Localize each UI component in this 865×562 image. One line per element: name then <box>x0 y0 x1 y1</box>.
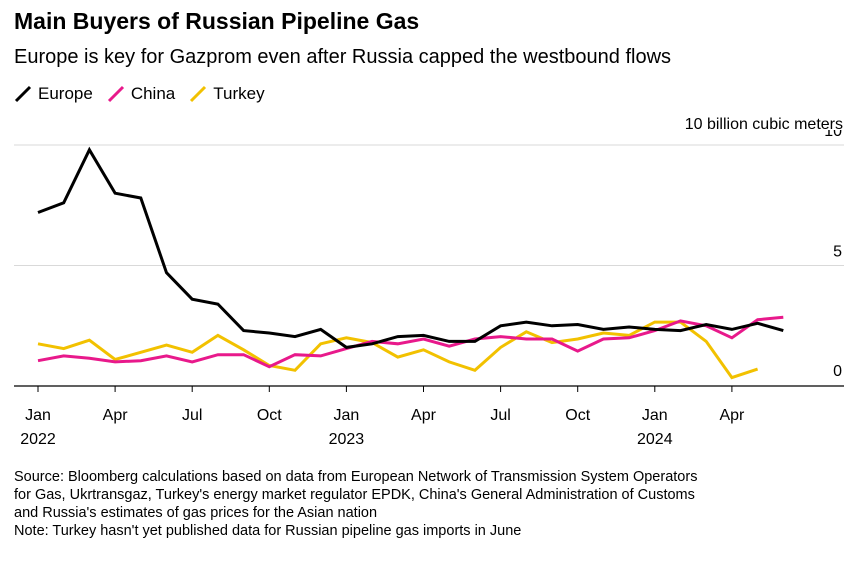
x-tick-label-2023-04: Apr <box>411 407 437 424</box>
y-tick-label-5: 5 <box>833 244 842 261</box>
series-line-china <box>37 315 784 369</box>
x-year-label-2024: 2024 <box>637 431 673 448</box>
series-line-turkey <box>37 320 759 380</box>
y-axis-unit-label: 10 billion cubic meters <box>684 116 843 133</box>
x-tick-label-2022-04: Apr <box>103 407 129 424</box>
legend-swatch-europe <box>14 85 32 103</box>
source-line-2: for Gas, Ukrtransgaz, Turkey's energy ma… <box>14 487 695 503</box>
legend-label-turkey: Turkey <box>213 84 265 103</box>
y-tick-label-0: 0 <box>833 363 842 380</box>
x-tick-label-2022-10: Oct <box>257 407 282 424</box>
chart-subtitle: Europe is key for Gazprom even after Rus… <box>14 46 672 68</box>
footer: Source: Bloomberg calculations based on … <box>14 468 854 540</box>
legend-label-china: China <box>130 84 176 103</box>
x-tick-label-2023-01: Jan <box>334 407 360 424</box>
legend-swatch-turkey <box>190 85 207 103</box>
chart-title: Main Buyers of Russian Pipeline Gas <box>14 8 420 34</box>
source-line-1: Source: Bloomberg calculations based on … <box>14 469 698 485</box>
legend-item-turkey: Turkey <box>189 84 265 104</box>
line-chart: 0 5 10 Jan 2022 Apr Jul Oct Jan 2023 Apr Jul Oct Jan 2… <box>14 130 844 448</box>
x-tick-label-2024-01: Jan <box>642 407 668 424</box>
x-tick-label-2022-07: Jul <box>182 407 202 424</box>
legend-swatch-china <box>107 85 124 103</box>
series-line-europe <box>37 146 784 349</box>
y-tick-label-10: 10 <box>824 130 842 140</box>
legend: Europe China Turkey <box>14 83 279 105</box>
x-year-label-2022: 2022 <box>20 431 56 448</box>
x-tick-label-2024-04: Apr <box>719 407 745 424</box>
legend-item-china: China <box>107 84 175 104</box>
x-tick-label-2023-10: Oct <box>565 407 590 424</box>
source-line-3: and Russia's estimates of gas prices for… <box>14 505 378 521</box>
x-tick-label-2022-01: Jan <box>25 407 51 424</box>
legend-item-europe: Europe <box>14 84 93 104</box>
x-tick-label-2023-07: Jul <box>490 407 510 424</box>
x-year-label-2023: 2023 <box>329 431 365 448</box>
legend-label-europe: Europe <box>38 84 93 103</box>
note-line: Note: Turkey hasn't yet published data f… <box>14 523 522 539</box>
